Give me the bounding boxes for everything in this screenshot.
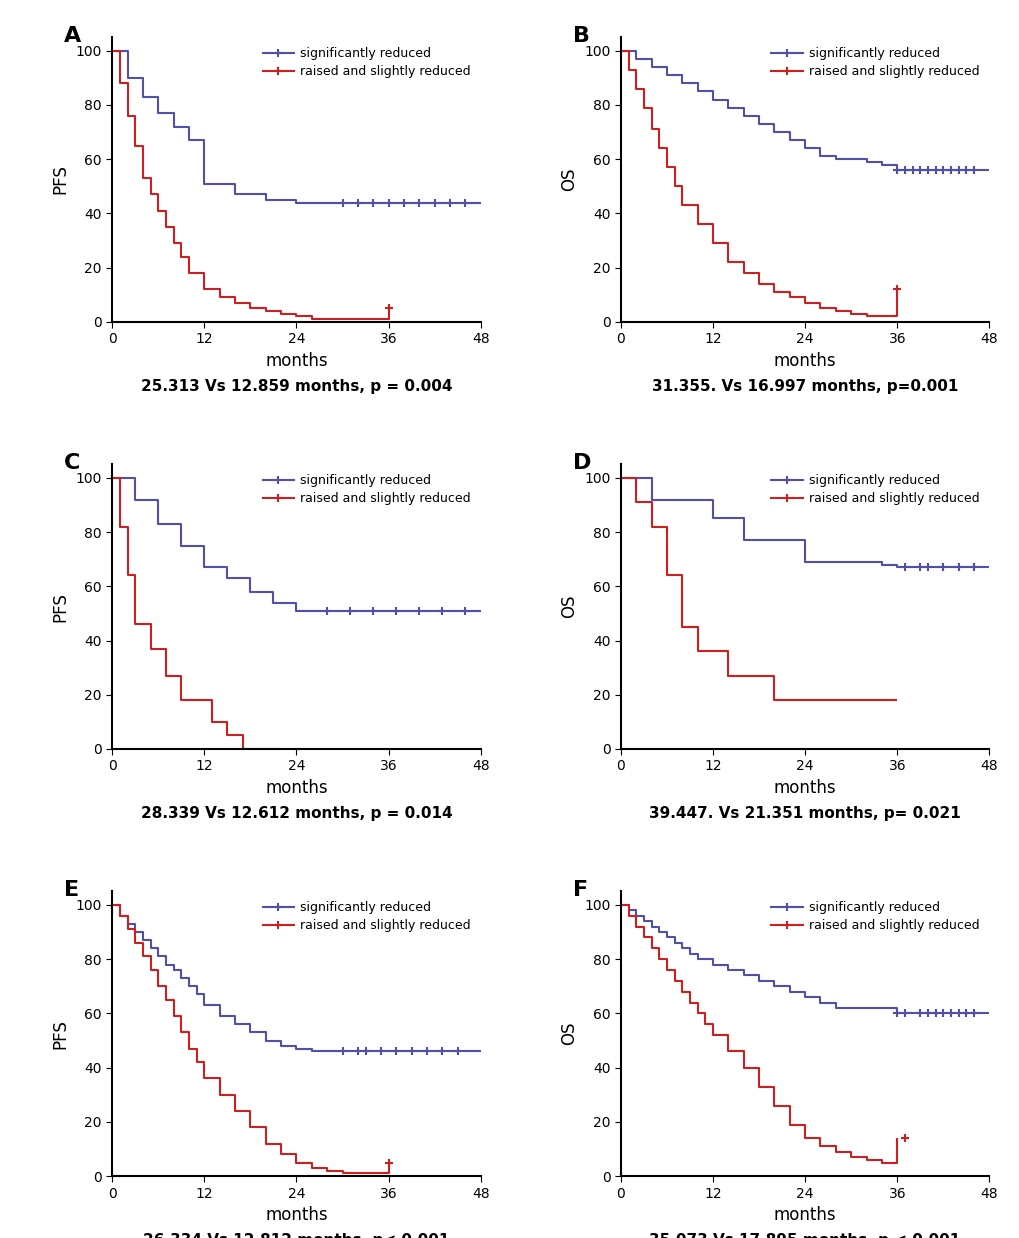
Text: A: A [64,26,82,46]
X-axis label: months: months [773,352,836,370]
X-axis label: months: months [773,1206,836,1224]
Text: 25.313 Vs 12.859 months, p = 0.004: 25.313 Vs 12.859 months, p = 0.004 [141,379,451,394]
Text: D: D [573,453,591,473]
Text: 39.447. Vs 21.351 months, p= 0.021: 39.447. Vs 21.351 months, p= 0.021 [649,806,960,821]
Text: B: B [573,26,589,46]
Legend: significantly reduced, raised and slightly reduced: significantly reduced, raised and slight… [766,43,982,82]
Y-axis label: PFS: PFS [52,1019,69,1049]
Text: 26.334 Vs 12.812 months, p< 0.001: 26.334 Vs 12.812 months, p< 0.001 [143,1233,449,1238]
Legend: significantly reduced, raised and slightly reduced: significantly reduced, raised and slight… [259,898,474,936]
X-axis label: months: months [265,779,327,797]
Text: F: F [573,880,588,900]
Legend: significantly reduced, raised and slightly reduced: significantly reduced, raised and slight… [259,43,474,82]
Y-axis label: OS: OS [559,1023,578,1045]
Legend: significantly reduced, raised and slightly reduced: significantly reduced, raised and slight… [259,470,474,509]
Y-axis label: PFS: PFS [52,165,69,194]
Legend: significantly reduced, raised and slightly reduced: significantly reduced, raised and slight… [766,470,982,509]
Y-axis label: OS: OS [559,168,578,191]
X-axis label: months: months [265,1206,327,1224]
X-axis label: months: months [773,779,836,797]
Text: 35.073 Vs 17.895 months, p < 0.001: 35.073 Vs 17.895 months, p < 0.001 [649,1233,960,1238]
Y-axis label: PFS: PFS [52,592,69,621]
Text: E: E [64,880,79,900]
Y-axis label: OS: OS [559,595,578,618]
X-axis label: months: months [265,352,327,370]
Text: C: C [64,453,81,473]
Text: 28.339 Vs 12.612 months, p = 0.014: 28.339 Vs 12.612 months, p = 0.014 [141,806,451,821]
Text: 31.355. Vs 16.997 months, p=0.001: 31.355. Vs 16.997 months, p=0.001 [651,379,958,394]
Legend: significantly reduced, raised and slightly reduced: significantly reduced, raised and slight… [766,898,982,936]
